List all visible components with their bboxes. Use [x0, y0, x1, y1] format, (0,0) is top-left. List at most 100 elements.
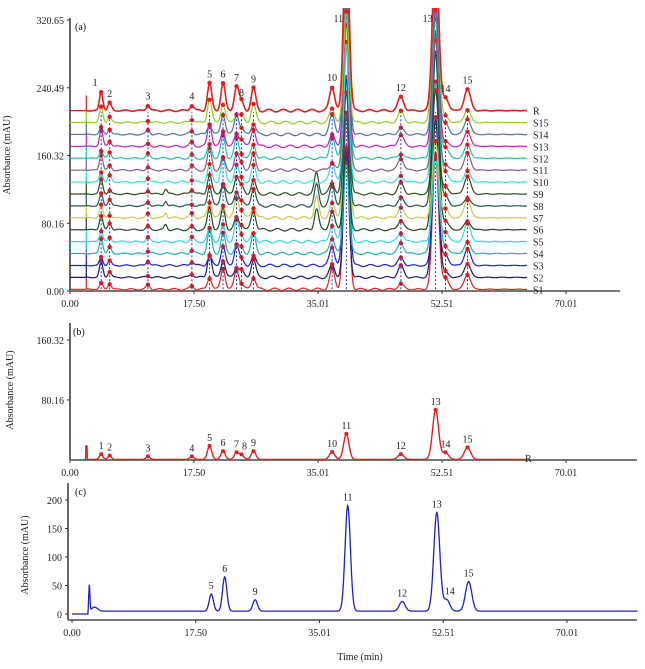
peak-marker: [398, 263, 404, 268]
panel-b: Absorbance (mAU) (b) 0.00 17.50 35.01 52.51…: [5, 323, 637, 479]
peak-label: 15: [462, 434, 472, 445]
peak-marker: [107, 188, 112, 193]
peak-marker: [107, 453, 112, 458]
peak-marker: [398, 132, 404, 138]
panel-a-y-tick-label: 160.32: [37, 152, 65, 163]
peak-label: 10: [327, 439, 337, 450]
panel-b-x-tick-label: 35.01: [307, 468, 330, 479]
panel-c-y-tick-label: 50: [52, 582, 62, 593]
peak-marker: [234, 135, 239, 141]
peak-marker: [330, 449, 335, 454]
trace-label-S13: S13: [533, 142, 549, 153]
peak-label: 11: [343, 493, 353, 504]
trace-S6: [86, 50, 528, 232]
peak-marker: [465, 272, 470, 278]
peak-marker: [107, 235, 112, 240]
peak-marker: [107, 100, 112, 105]
peak-marker: [189, 260, 195, 265]
peak-label: 12: [397, 588, 407, 599]
peak-marker: [234, 84, 239, 89]
peak-marker: [239, 112, 244, 117]
peak-marker: [239, 159, 244, 165]
peak-marker: [465, 168, 470, 174]
peak-marker: [145, 259, 151, 265]
peak-marker: [189, 248, 195, 253]
peak-marker: [465, 445, 470, 450]
peak-label: 6: [221, 70, 226, 81]
peak-marker: [98, 89, 104, 95]
peak-marker: [207, 200, 212, 205]
peak-marker: [398, 108, 404, 113]
panel-a-y-tick-label: 80.16: [42, 219, 65, 230]
peak-marker: [145, 211, 151, 216]
peak-label: 7: [234, 73, 239, 84]
peak-marker: [465, 239, 470, 245]
trace-S3: [86, 77, 528, 268]
peak-marker: [234, 196, 239, 201]
peak-marker: [145, 127, 151, 133]
peak-marker: [239, 244, 244, 249]
peak-marker: [398, 195, 404, 200]
trace-S5: [86, 48, 527, 244]
peak-marker: [398, 231, 404, 236]
peak-marker: [98, 191, 104, 196]
panel-c-x-tick-label: 70.01: [556, 628, 579, 639]
peak-marker: [189, 152, 195, 157]
trace-R: [84, 408, 527, 461]
peak-marker: [189, 163, 195, 168]
peak-label: 2: [107, 89, 112, 100]
peak-marker: [107, 127, 112, 132]
peak-label: 1: [93, 78, 98, 89]
peak-marker: [433, 88, 438, 93]
peak-marker: [344, 39, 349, 45]
peak-marker: [251, 276, 256, 281]
panel-c-label: (c): [75, 487, 86, 498]
trace-label-S4: S4: [533, 250, 544, 261]
peak-label: 6: [221, 438, 226, 449]
peak-marker: [443, 268, 448, 274]
panel-b-label: (b): [73, 327, 85, 338]
panel-a-y-tick-label: 0.00: [47, 287, 65, 298]
peak-marker: [207, 97, 212, 102]
trace-S2: [86, 115, 527, 280]
peak-marker: [98, 236, 104, 241]
peak-marker: [239, 207, 244, 213]
peak-marker: [189, 454, 194, 459]
peak-label: 7: [234, 439, 239, 450]
peak-marker: [251, 449, 256, 454]
peak-label: 14: [441, 439, 451, 450]
peak-marker: [443, 252, 448, 257]
trace-label-S8: S8: [533, 202, 544, 213]
peak-marker: [251, 85, 256, 90]
panel-a-x-tick-label: 52.51: [431, 299, 454, 310]
trace-S12: [86, 8, 527, 161]
trace-label-S14: S14: [533, 130, 549, 141]
trace-S15: [86, 8, 528, 125]
peak-marker: [234, 450, 239, 455]
trace-S9: [86, 13, 527, 196]
peak-label: 6: [222, 564, 227, 575]
peak-label: 8: [239, 88, 244, 99]
panel-c-y-tick-label: 100: [47, 553, 62, 564]
peak-marker: [98, 124, 104, 130]
trace-label-R: R: [525, 454, 532, 465]
trace-label-S15: S15: [533, 119, 549, 130]
panel-a-x-tick-label: 70.01: [555, 299, 578, 310]
peak-label: 1: [99, 441, 104, 452]
peak-label: 3: [145, 92, 150, 103]
peak-label: 5: [209, 581, 214, 592]
peak-marker: [251, 101, 256, 107]
peak-marker: [234, 112, 239, 117]
panel-a-x-tick-label: 35.01: [307, 299, 330, 310]
peak-marker: [251, 127, 256, 133]
peak-marker: [98, 229, 104, 234]
peak-marker: [443, 192, 448, 198]
peak-marker: [207, 80, 212, 86]
trace-label-S7: S7: [533, 214, 544, 225]
peak-marker: [433, 407, 438, 412]
trace-label-S9: S9: [533, 190, 544, 201]
peak-marker: [344, 9, 349, 14]
panel-a-x-tick-label: 17.50: [183, 299, 206, 310]
peak-marker: [329, 111, 335, 117]
